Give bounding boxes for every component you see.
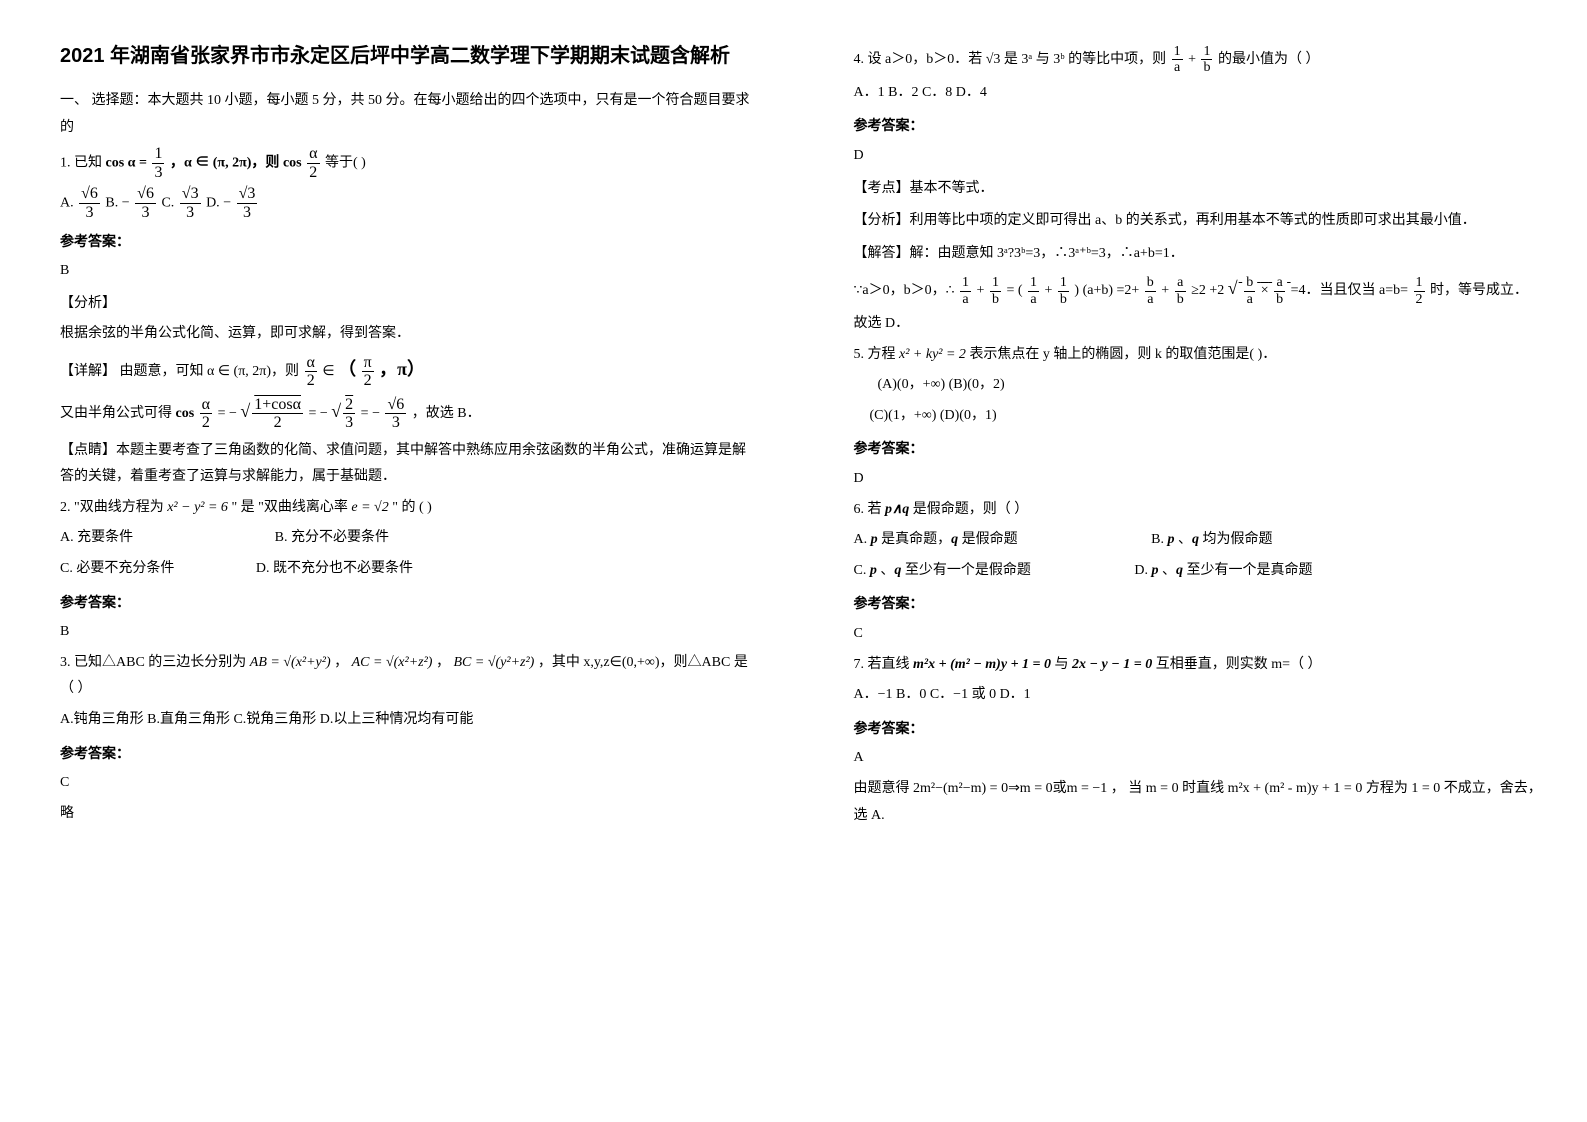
q1-optB-neg: − <box>122 196 130 211</box>
q2-answer-label: 参考答案： <box>60 589 754 616</box>
q1-mid: ，α ∈ (π, 2π)，则 <box>170 156 283 171</box>
q2-options-row2: C. 必要不充分条件 D. 既不充分也不必要条件 <box>60 556 754 583</box>
q1-d-frac: α2 <box>305 354 317 390</box>
q1-optB-label: B. <box>105 196 121 211</box>
q6-answer: C <box>854 621 1548 648</box>
q4-jieda-a: 【解答】解：由题意知 3ᵃ?3ᵇ=3，∴3ᵃ⁺ᵇ=3，∴a+b=1． <box>854 239 1548 268</box>
q7-stem: 7. 若直线 m²x + (m² − m)y + 1 = 0 与 2x − y … <box>854 652 1548 679</box>
q1-prefix: 1. 已知 <box>60 156 106 171</box>
q1-fenxi-body: 根据余弦的半角公式化简、运算，即可求解，得到答案． <box>60 321 754 348</box>
q4-jieda-c: 故选 D． <box>854 311 1548 338</box>
q1-cos: cos α = <box>106 156 151 171</box>
q5-answer-label: 参考答案： <box>854 435 1548 462</box>
q3-extra: 略 <box>60 801 754 828</box>
right-column: 4. 设 a＞0，b＞0．若 √3 是 3ᵃ 与 3ᵇ 的等比中项，则 1a +… <box>794 0 1587 1122</box>
q1-stem: 1. 已知 cos α = 13 ，α ∈ (π, 2π)，则 cos α2 等… <box>60 145 754 181</box>
q4-jieda-b: ∵a＞0，b＞0，∴ 1a + 1b = ( 1a + 1b ) (a+b) =… <box>854 271 1548 307</box>
q5-options-ab: (A)(0，+∞) (B)(0，2) <box>854 372 1548 399</box>
q7-options: A．−1 B．0 C．−1 或 0 D．1 <box>854 682 1548 709</box>
q3-options: A.钝角三角形 B.直角三角形 C.锐角三角形 D.以上三种情况均有可能 <box>60 707 754 734</box>
q1-optC-frac: √33 <box>180 185 201 221</box>
q1-detail2: 又由半角公式可得 cos α2 = − √1+cosα2 = − √23 = −… <box>60 394 754 432</box>
q1-optA-frac: √63 <box>79 185 100 221</box>
q4-answer: D <box>854 143 1548 170</box>
q7-solution: 由题意得 2m²−(m²−m) = 0⇒m = 0或m = −1 ， 当 m =… <box>854 776 1548 829</box>
q7-answer-label: 参考答案： <box>854 715 1548 742</box>
q6-row-cd: C. p 、q 至少有一个是假命题 D. p 、q 至少有一个是真命题 <box>854 558 1548 585</box>
q6-stem: 6. 若 p∧q 是假命题，则（ ） <box>854 497 1548 524</box>
q4-answer-label: 参考答案： <box>854 112 1548 139</box>
q5-stem: 5. 方程 x² + ky² = 2 表示焦点在 y 轴上的椭圆，则 k 的取值… <box>854 342 1548 369</box>
q1-optD-neg: − <box>223 196 231 211</box>
q1-answer-label: 参考答案： <box>60 228 754 255</box>
q1-optA-label: A. <box>60 196 77 211</box>
q1-answer: B <box>60 258 754 285</box>
exam-page: 2021 年湖南省张家界市市永定区后坪中学高二数学理下学期期末试题含解析 一、 … <box>0 0 1587 1122</box>
q1-d2-frac: π2 <box>362 354 374 390</box>
q3-answer: C <box>60 770 754 797</box>
q5-options-cd: (C)(1，+∞) (D)(0，1) <box>854 403 1548 430</box>
q1-optD-frac: √33 <box>237 185 258 221</box>
q6-answer-label: 参考答案： <box>854 590 1548 617</box>
section1-heading: 一、 选择题：本大题共 10 小题，每小题 5 分，共 50 分。在每小题给出的… <box>60 88 754 141</box>
q1-optB-frac: √63 <box>135 185 156 221</box>
q5-answer: D <box>854 466 1548 493</box>
q1-options: A. √63 B. − √63 C. √33 D. − √33 <box>60 185 754 221</box>
q3-stem: 3. 已知△ABC 的三边长分别为 AB = √(x²+y²) ， AC = √… <box>60 650 754 703</box>
q1-frac1: 13 <box>152 145 164 181</box>
q1-dianjing: 【点睛】本题主要考查了三角函数的化简、求值问题，其中解答中熟练应用余弦函数的半角… <box>60 436 754 491</box>
q6-row-ab: A. p 是真命题，q 是假命题 B. p 、q 均为假命题 <box>854 527 1548 554</box>
q1-detail: 【详解】 由题意，可知 α ∈ (π, 2π)，则 α2 ∈ （ π2 ，π） <box>60 352 754 390</box>
q7-answer: A <box>854 745 1548 772</box>
q1-fenxi: 【分析】 <box>60 289 754 318</box>
q1-tail: 等于( ) <box>325 156 366 171</box>
q1-optC-label: C. <box>161 196 177 211</box>
q4-fenxi: 【分析】利用等比中项的定义即可得出 a、b 的关系式，再利用基本不等式的性质即可… <box>854 206 1548 235</box>
left-column: 2021 年湖南省张家界市市永定区后坪中学高二数学理下学期期末试题含解析 一、 … <box>0 0 794 1122</box>
q2-stem: 2. "双曲线方程为 x² − y² = 6 " 是 "双曲线离心率 e = √… <box>60 495 754 522</box>
q4-options: A．1 B．2 C．8 D．4 <box>854 80 1548 107</box>
q2-answer: B <box>60 619 754 646</box>
q4-stem: 4. 设 a＞0，b＞0．若 √3 是 3ᵃ 与 3ᵇ 的等比中项，则 1a +… <box>854 44 1548 76</box>
q1-cos2: cos <box>283 156 302 171</box>
exam-title: 2021 年湖南省张家界市市永定区后坪中学高二数学理下学期期末试题含解析 <box>60 40 754 72</box>
q3-answer-label: 参考答案： <box>60 740 754 767</box>
q4-kaodian: 【考点】基本不等式． <box>854 174 1548 203</box>
q1-optD-label: D. <box>206 196 223 211</box>
q1-frac2: α2 <box>307 145 319 181</box>
q2-options-row1: A. 充要条件 B. 充分不必要条件 <box>60 525 754 552</box>
